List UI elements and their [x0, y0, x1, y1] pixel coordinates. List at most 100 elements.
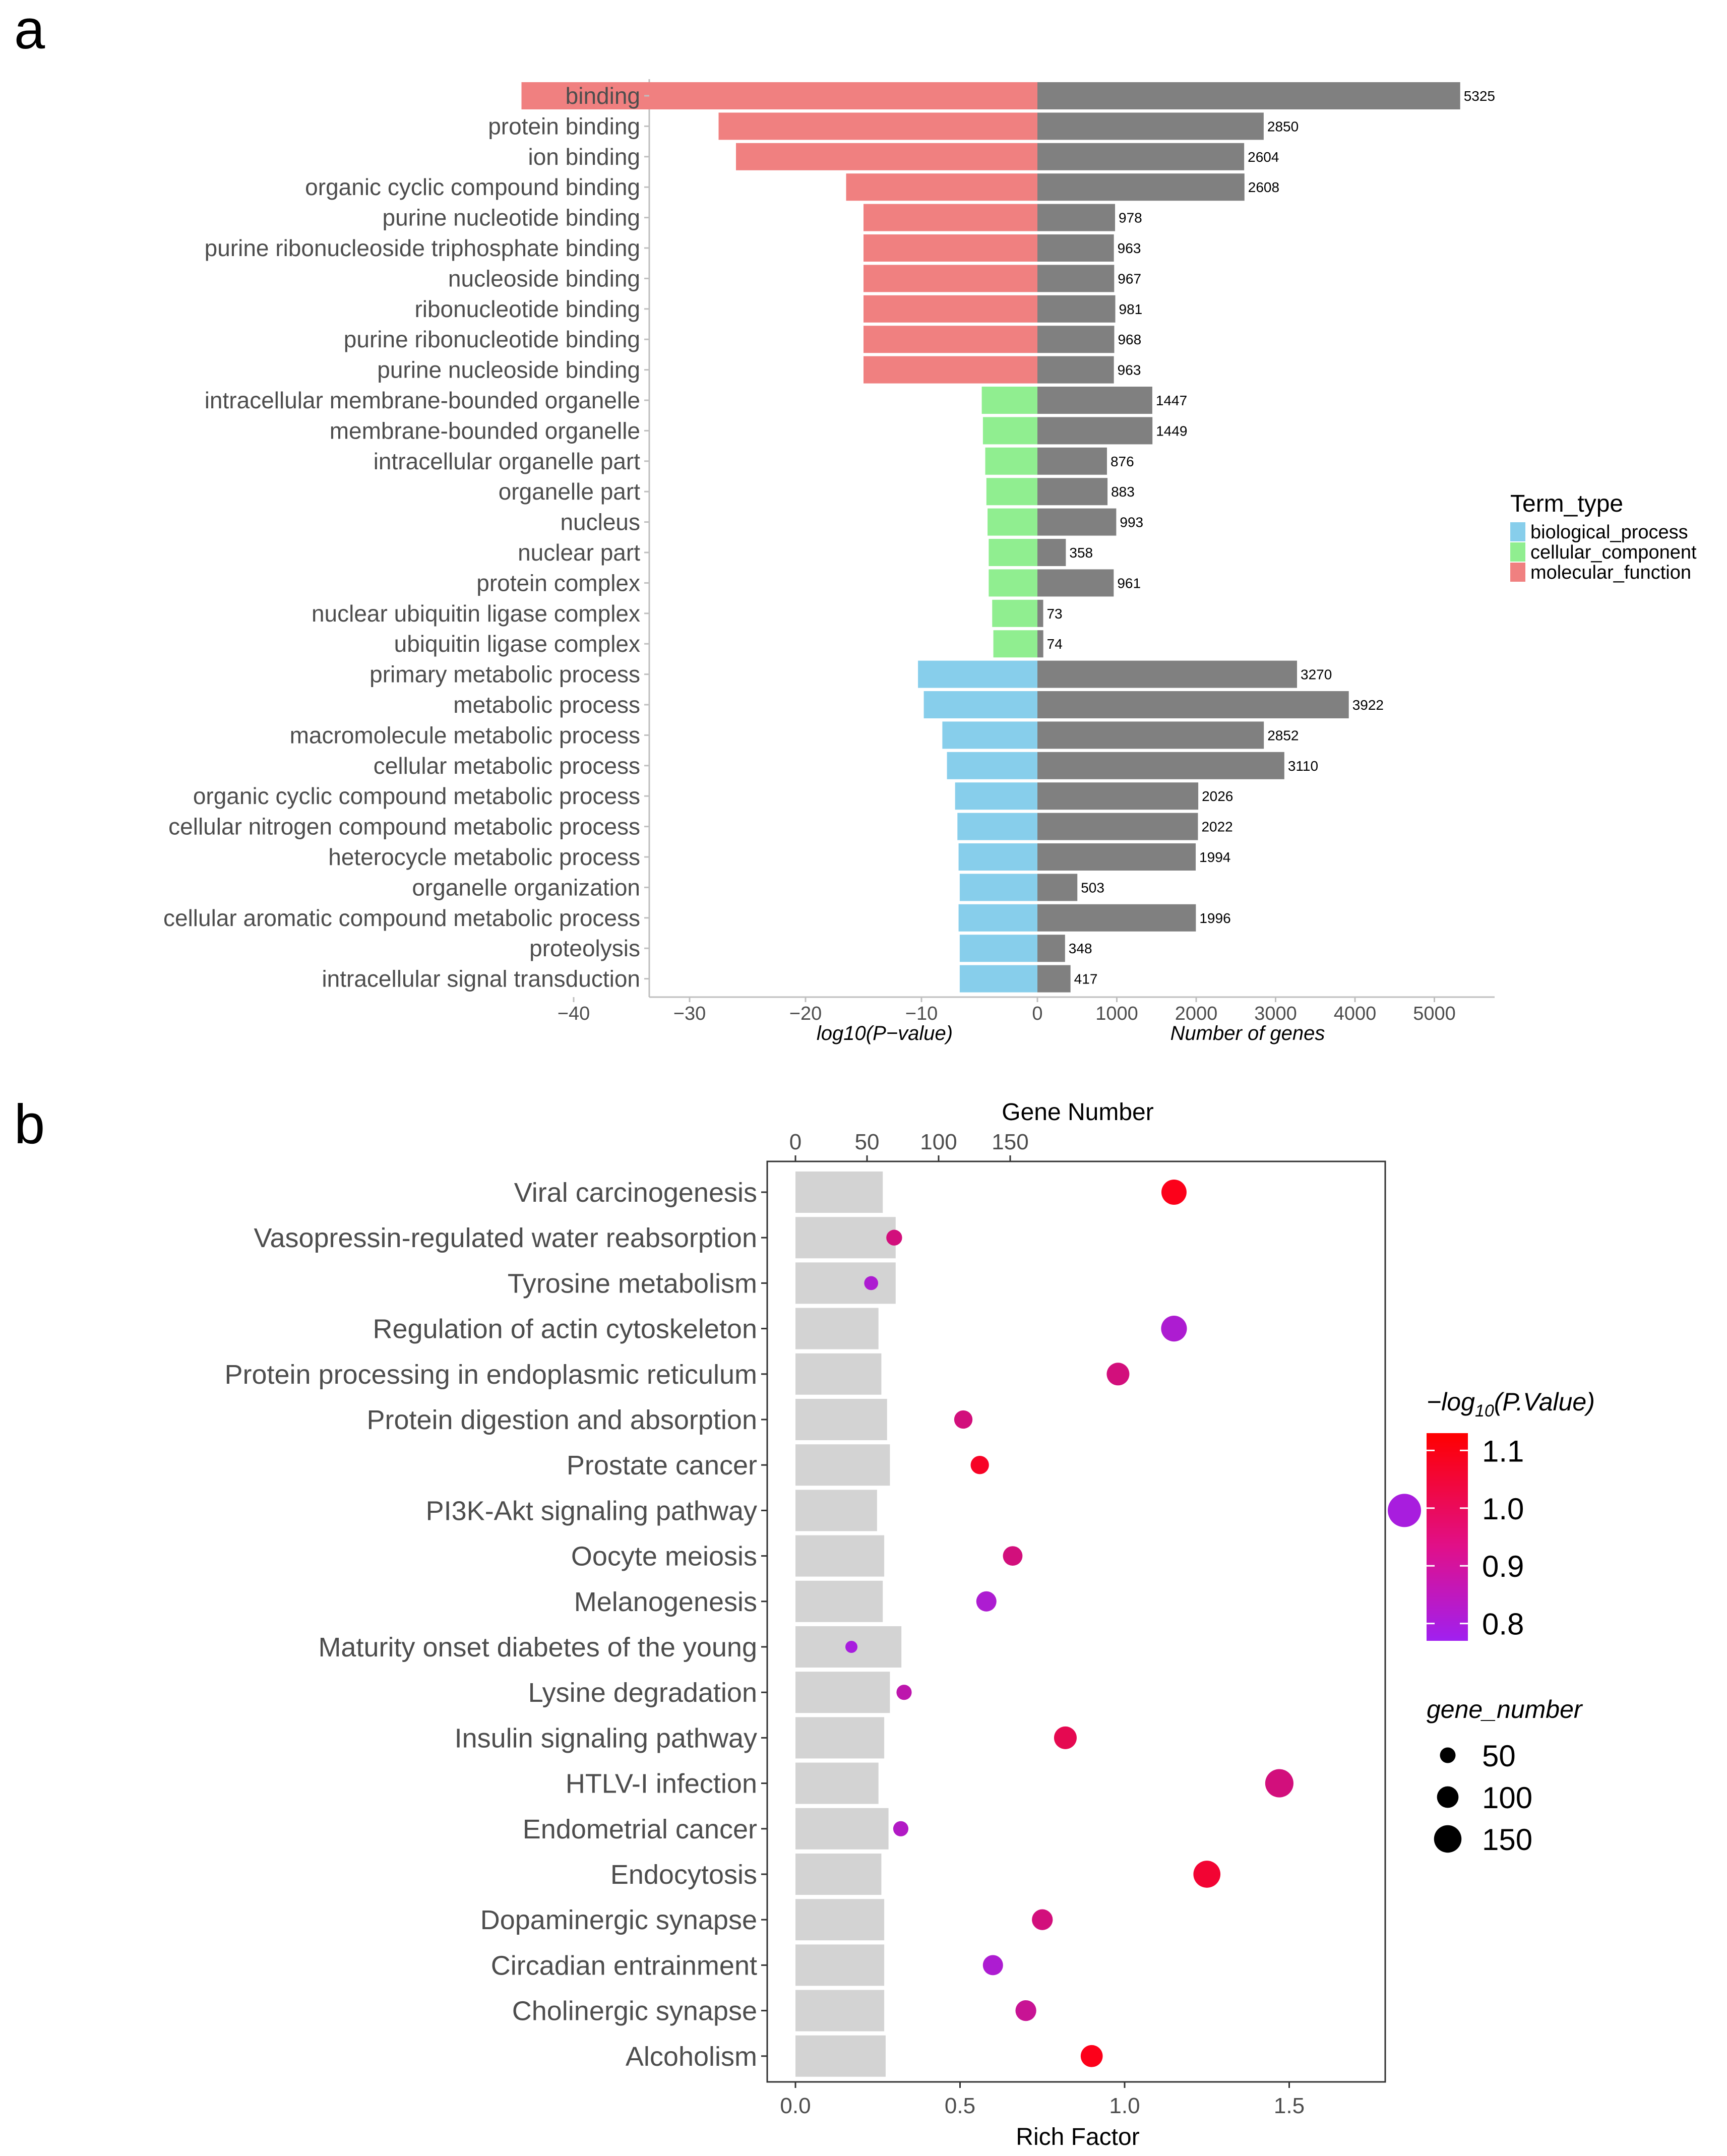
- enrichment-point-circadian-entrainment: [982, 1955, 1003, 1976]
- pvalue-bar-intracellular-signal-transduction: [959, 965, 1037, 993]
- gene-number-bar-circadian-entrainment: [795, 1944, 885, 1986]
- enrichment-point-lysine-degradation: [896, 1685, 912, 1700]
- term-type-legend: Term_type biological_process cellular_co…: [1510, 490, 1697, 583]
- enrichment-point-insulin-signaling-pathway: [1054, 1726, 1077, 1749]
- pvalue-bar-nucleus: [988, 508, 1037, 536]
- pvalue-bar-nuclear-part: [989, 539, 1037, 566]
- gene-count-label: 1449: [1156, 423, 1187, 439]
- x-tick-label-left: −30: [673, 1003, 706, 1024]
- category-label: membrane-bounded organelle: [330, 417, 640, 444]
- pvalue-bar-cellular-nitrogen-compound-metabolic-process: [957, 813, 1037, 840]
- left-axis-title: log10(P−value): [817, 1022, 953, 1044]
- gene-number-bar-lysine-degradation: [795, 1672, 890, 1713]
- category-label: Lysine degradation: [528, 1678, 757, 1708]
- p-value-color-legend: −log10(P.Value) 1.1 1.0 0.9 0.8: [1427, 1388, 1595, 1641]
- category-label: nuclear part: [518, 539, 640, 566]
- x-tick-label-right: 2000: [1175, 1003, 1218, 1024]
- x-bottom-tick-label: 0.0: [780, 2093, 811, 2118]
- gene-count-bar-nuclear-part: [1037, 539, 1066, 566]
- gene-count-bar-ribonucleotide-binding: [1037, 295, 1116, 323]
- category-label: organic cyclic compound binding: [305, 174, 640, 200]
- gene-count-label: 73: [1046, 606, 1062, 622]
- pvalue-bar-organelle-part: [986, 478, 1037, 506]
- enrichment-point-vasopressin-regulated-water-reabsorption: [886, 1229, 902, 1246]
- gene-count-bar-metabolic-process: [1037, 691, 1349, 718]
- pvalue-bar-metabolic-process: [923, 691, 1037, 718]
- pvalue-bar-primary-metabolic-process: [918, 660, 1037, 688]
- gene-count-label: 963: [1118, 362, 1141, 378]
- category-label: Prostate cancer: [567, 1450, 757, 1481]
- gene-number-bar-tyrosine-metabolism: [795, 1262, 896, 1304]
- category-label: ion binding: [528, 144, 640, 170]
- category-label: nucleoside binding: [448, 265, 640, 291]
- legend-label-molecular-function: molecular_function: [1530, 562, 1691, 583]
- category-label: purine ribonucleoside triphosphate bindi…: [205, 235, 640, 261]
- x-tick-label-left: −10: [905, 1003, 938, 1024]
- x-tick-label-right: 1000: [1095, 1003, 1138, 1024]
- pvalue-bar-purine-nucleotide-binding: [863, 204, 1037, 231]
- gene-number-bar-regulation-of-actin-cytoskeleton: [795, 1308, 879, 1349]
- color-gradient-bar: [1427, 1433, 1468, 1641]
- x-tick-label-left: −20: [789, 1003, 822, 1024]
- gene-count-bar-heterocycle-metabolic-process: [1037, 843, 1196, 871]
- category-label: Dopaminergic synapse: [480, 1905, 757, 1935]
- gene-count-bar-organelle-organization: [1037, 874, 1078, 901]
- category-label: intracellular organelle part: [374, 448, 641, 474]
- gene-count-label: 5325: [1464, 88, 1495, 104]
- pvalue-bar-purine-ribonucleoside-triphosphate-binding: [863, 234, 1037, 262]
- gene-count-label: 2022: [1201, 819, 1232, 835]
- category-label: purine nucleoside binding: [377, 357, 640, 383]
- category-label: Maturity onset diabetes of the young: [318, 1632, 757, 1662]
- color-tick-label: 1.1: [1482, 1434, 1524, 1468]
- x-tick-label-left: 0: [1032, 1003, 1042, 1024]
- gene-count-label: 883: [1111, 484, 1135, 500]
- pvalue-bar-protein-complex: [989, 569, 1037, 597]
- gene-number-bar-endocytosis: [795, 1854, 882, 1895]
- enrichment-point-melanogenesis: [976, 1591, 997, 1612]
- gene-count-bar-proteolysis: [1037, 935, 1065, 962]
- enrichment-point-htlv-i-infection: [1265, 1769, 1293, 1798]
- panel-a-label: a: [14, 0, 45, 60]
- category-label: protein complex: [476, 570, 640, 596]
- category-label: Endocytosis: [610, 1860, 757, 1890]
- panel-a: a 5325 binding 2850 protein binding 2604 ion …: [14, 0, 1697, 1044]
- category-label: intracellular membrane-bounded organelle: [205, 387, 640, 413]
- category-label: purine ribonucleotide binding: [344, 326, 640, 352]
- gene-number-bar-insulin-signaling-pathway: [795, 1717, 885, 1759]
- gene-number-bar-protein-digestion-and-absorption: [795, 1399, 887, 1440]
- gene-count-bar-organelle-part: [1037, 478, 1108, 506]
- category-label: Alcoholism: [626, 2042, 757, 2072]
- category-label: cellular metabolic process: [374, 753, 640, 779]
- gene-number-bar-pi3k-akt-signaling-pathway: [795, 1490, 877, 1531]
- gene-count-label: 1996: [1199, 910, 1230, 926]
- top-axis-title: Gene Number: [1002, 1099, 1153, 1126]
- pvalue-bar-intracellular-membrane-bounded-organelle: [981, 387, 1037, 414]
- category-label: macromolecule metabolic process: [290, 722, 640, 748]
- gene-count-bar-intracellular-membrane-bounded-organelle: [1037, 387, 1152, 414]
- gene-count-bar-protein-complex: [1037, 569, 1114, 597]
- gene-count-label: 503: [1081, 880, 1104, 895]
- gene-count-bar-nucleus: [1037, 508, 1117, 536]
- plot-frame: [766, 1160, 1386, 2083]
- pvalue-bar-purine-nucleoside-binding: [863, 356, 1037, 384]
- category-label: organic cyclic compound metabolic proces…: [193, 783, 640, 809]
- pvalue-bar-ribonucleotide-binding: [863, 295, 1037, 323]
- gene-count-label: 968: [1118, 332, 1141, 347]
- gene-count-bar-membrane-bounded-organelle: [1037, 417, 1153, 445]
- size-key-150: [1434, 1825, 1462, 1853]
- category-label: Insulin signaling pathway: [455, 1723, 757, 1753]
- enrichment-point-tyrosine-metabolism: [864, 1276, 879, 1290]
- pvalue-bar-organic-cyclic-compound-metabolic-process: [955, 782, 1037, 810]
- category-label: ubiquitin ligase complex: [394, 631, 640, 657]
- gene-number-bar-endometrial-cancer: [795, 1808, 889, 1850]
- gene-count-label: 2608: [1248, 179, 1279, 195]
- gene-count-bar-nuclear-ubiquitin-ligase-complex: [1037, 599, 1043, 627]
- category-label: intracellular signal transduction: [322, 966, 640, 992]
- gene-count-label: 417: [1074, 971, 1098, 987]
- enrichment-point-dopaminergic-synapse: [1032, 1909, 1053, 1930]
- gene-count-bar-cellular-aromatic-compound-metabolic-process: [1037, 904, 1196, 932]
- size-key-50: [1440, 1747, 1456, 1763]
- gene-count-bar-intracellular-signal-transduction: [1037, 965, 1071, 993]
- gene-count-bar-protein-binding: [1037, 112, 1264, 140]
- pvalue-bar-proteolysis: [959, 935, 1037, 962]
